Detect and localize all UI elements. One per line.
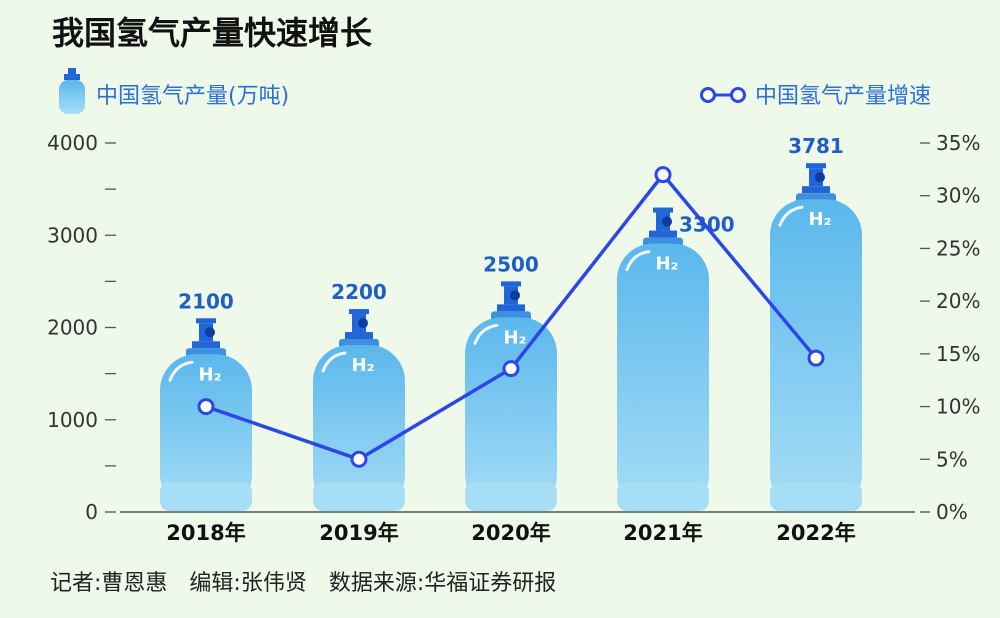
right-axis: 0% 5% 10% 15% 20% 25% 30% 35% bbox=[920, 131, 980, 524]
bar-valve-neck bbox=[192, 341, 220, 349]
category-label: 2021年 bbox=[623, 521, 702, 545]
left-tick-label: 0 bbox=[85, 500, 98, 524]
bar-body bbox=[313, 345, 405, 511]
bar-valve-neck bbox=[497, 304, 525, 312]
bar-value-label: 3781 bbox=[788, 134, 844, 158]
right-tick-label: 15% bbox=[936, 342, 980, 366]
right-tick-label: 25% bbox=[936, 236, 980, 260]
bar-valve-cap bbox=[653, 207, 673, 213]
category-label: 2018年 bbox=[166, 521, 245, 545]
bar-cylinder: H₂ bbox=[770, 163, 862, 511]
bar-value-label: 2200 bbox=[331, 280, 387, 304]
bar-valve-knob bbox=[662, 216, 672, 227]
bar-body bbox=[617, 243, 709, 511]
right-tick-label: 5% bbox=[936, 447, 968, 471]
left-tick-label: 1000 bbox=[47, 408, 98, 432]
bar-valve-knob bbox=[815, 172, 825, 183]
bar-base bbox=[617, 482, 709, 511]
bar-highlight bbox=[168, 360, 194, 382]
bar-base bbox=[160, 482, 252, 511]
bar-cylinder: H₂ bbox=[160, 318, 252, 511]
bar-body bbox=[160, 354, 252, 511]
bar-h2-label: H₂ bbox=[809, 209, 832, 230]
bar-highlight bbox=[473, 323, 499, 345]
bar-highlight bbox=[321, 351, 347, 373]
legend-line-swatch-icon bbox=[700, 87, 746, 103]
bar-cylinder: H₂ bbox=[465, 281, 557, 511]
growth-line-series bbox=[197, 166, 825, 468]
bar-valve-cap bbox=[196, 318, 216, 324]
bar-valve-neck bbox=[649, 230, 677, 238]
bar-cylinder: H₂ bbox=[617, 207, 709, 511]
left-tick-label: 3000 bbox=[47, 223, 98, 247]
left-tick-label: 2000 bbox=[47, 316, 98, 340]
bar-h2-label: H₂ bbox=[656, 254, 679, 275]
legend: 中国氢气产量(万吨) 中国氢气产量增速 bbox=[59, 68, 931, 114]
growth-line-point bbox=[350, 450, 368, 468]
category-label: 2022年 bbox=[776, 521, 855, 545]
bar-valve-neck bbox=[802, 186, 830, 194]
legend-bar-label: 中国氢气产量(万吨) bbox=[96, 84, 289, 109]
bar-h2-label: H₂ bbox=[352, 355, 375, 376]
category-label: 2020年 bbox=[471, 521, 550, 545]
growth-line-point bbox=[502, 360, 520, 378]
bar-value-label: 2100 bbox=[178, 289, 234, 313]
credits: 记者:曹恩惠 编辑:张伟贤 数据来源:华福证券研报 bbox=[50, 571, 556, 596]
bar-body bbox=[465, 317, 557, 511]
right-tick-label: 35% bbox=[936, 131, 980, 155]
bar-base bbox=[465, 482, 557, 511]
bar-h2-label: H₂ bbox=[504, 327, 527, 348]
right-tick-label: 0% bbox=[936, 500, 968, 524]
right-tick-label: 10% bbox=[936, 395, 980, 419]
bar-valve-cap bbox=[806, 163, 826, 169]
category-label: 2019年 bbox=[319, 521, 398, 545]
bar-valve-neck bbox=[345, 332, 373, 340]
bar-valve-cap bbox=[349, 309, 369, 315]
legend-line-label: 中国氢气产量增速 bbox=[755, 84, 931, 109]
bar-valve-knob bbox=[205, 327, 215, 338]
growth-line-point bbox=[807, 349, 825, 367]
chart-title: 我国氢气产量快速增长 bbox=[52, 14, 372, 52]
right-tick-label: 30% bbox=[936, 184, 980, 208]
bar-valve-knob bbox=[358, 318, 368, 329]
bar-highlight bbox=[778, 205, 804, 227]
bar-value-label: 2500 bbox=[483, 252, 539, 276]
bar-base bbox=[770, 482, 862, 511]
category-labels: 2018年 2019年 2020年 2021年 2022年 bbox=[166, 521, 855, 545]
bar-valve-knob bbox=[510, 290, 520, 301]
bar-highlight bbox=[625, 250, 651, 272]
bar-valve-cap bbox=[501, 281, 521, 287]
bar-h2-label: H₂ bbox=[199, 364, 222, 385]
legend-bar-swatch-icon bbox=[59, 68, 85, 114]
bar-cylinder: H₂ bbox=[313, 309, 405, 511]
right-tick-label: 20% bbox=[936, 289, 980, 313]
bar-base bbox=[313, 482, 405, 511]
growth-line-point bbox=[654, 166, 672, 184]
left-tick-label: 4000 bbox=[47, 131, 98, 155]
left-axis: 0 1000 2000 3000 4000 bbox=[47, 131, 116, 524]
growth-line-point bbox=[197, 398, 215, 416]
